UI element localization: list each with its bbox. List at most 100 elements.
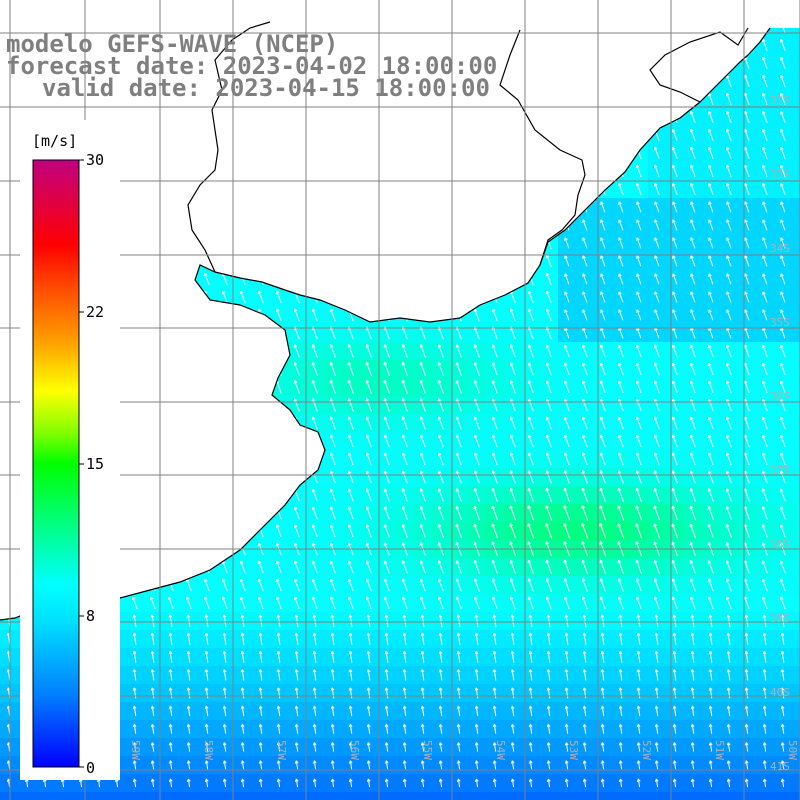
wind-cell (792, 684, 800, 703)
wind-arrow (726, 255, 732, 267)
wind-arrow (456, 778, 461, 788)
wind-arrow (365, 470, 372, 484)
wind-arrow (671, 344, 678, 358)
wind-arrow (762, 650, 767, 663)
wind-arrow (600, 201, 606, 213)
wind-cell (792, 702, 800, 721)
wind-arrow (257, 578, 264, 592)
wind-arrow (456, 742, 461, 752)
wind-arrow (258, 705, 263, 717)
wind-arrow (168, 742, 173, 752)
wind-arrow (420, 650, 425, 663)
wind-arrow (528, 742, 533, 752)
wind-arrow (690, 632, 695, 646)
wind-arrow (168, 614, 173, 628)
wind-arrow (762, 309, 768, 321)
wind-arrow (582, 219, 588, 231)
wind-arrow (456, 723, 461, 734)
wind-cell (792, 306, 800, 325)
wind-arrow (474, 705, 479, 717)
wind-cell (792, 630, 800, 649)
wind-arrow (617, 380, 624, 394)
wind-arrow (437, 416, 444, 430)
wind-arrow (600, 669, 605, 681)
wind-arrow (635, 182, 642, 196)
wind-arrow (329, 434, 336, 448)
wind-cell (792, 450, 800, 469)
wind-arrow (762, 778, 767, 788)
wind-arrow (653, 487, 660, 502)
wind-cell (792, 252, 800, 271)
wind-arrow (419, 470, 426, 484)
wind-cell (792, 666, 800, 685)
wind-arrow (672, 778, 677, 788)
wind-arrow (726, 650, 731, 663)
wind-arrow (708, 309, 714, 321)
wind-arrow (222, 614, 227, 628)
wind-arrow (401, 470, 408, 484)
wind-arrow (618, 614, 623, 628)
wind-arrow (276, 723, 281, 734)
wind-arrow (401, 416, 408, 430)
wind-arrow (240, 650, 245, 663)
wind-arrow (564, 650, 569, 663)
wind-arrow (329, 596, 336, 610)
wind-arrow (437, 362, 444, 376)
wind-arrow (653, 398, 660, 412)
wind-arrow (564, 614, 569, 628)
wind-arrow (402, 614, 407, 628)
wind-arrow (690, 650, 695, 663)
wind-arrow (275, 524, 282, 538)
wind-arrow (239, 560, 246, 574)
latitude-label: 34S (770, 242, 790, 255)
wind-arrow (726, 309, 732, 321)
wind-arrow (654, 201, 660, 213)
wind-arrow (617, 434, 624, 448)
wind-arrow (329, 361, 336, 376)
wind-arrow (779, 452, 786, 466)
wind-arrow (347, 398, 354, 412)
wind-arrow (654, 723, 659, 734)
wind-arrow (779, 596, 786, 610)
wind-arrow (600, 778, 605, 788)
wind-cell (792, 36, 800, 55)
wind-arrow (455, 398, 462, 412)
wind-arrow (510, 760, 515, 770)
wind-arrow (582, 723, 587, 734)
wind-arrow (690, 219, 696, 231)
wind-arrow (618, 632, 623, 646)
border-uruguay-brazil (499, 29, 586, 266)
wind-arrow (671, 596, 678, 610)
wind-arrow (509, 470, 516, 484)
wind-arrow (168, 669, 173, 681)
wind-arrow (491, 380, 498, 394)
wind-arrow (779, 146, 786, 159)
wind-arrow (564, 273, 570, 285)
wind-arrow (492, 705, 497, 717)
wind-arrow (420, 723, 425, 734)
wind-arrow (527, 416, 534, 430)
wind-arrow (240, 614, 245, 628)
wind-arrow (473, 380, 480, 394)
wind-arrow (779, 398, 786, 412)
wind-arrow (455, 578, 462, 592)
wind-arrow (780, 237, 786, 249)
wind-arrow (402, 650, 407, 663)
wind-arrow (221, 290, 228, 304)
wind-arrow (744, 201, 750, 213)
wind-arrow (365, 452, 372, 466)
wind-cell (792, 792, 800, 800)
wind-arrow (437, 344, 444, 358)
wind-arrow (582, 614, 587, 628)
wind-arrow (186, 723, 191, 734)
wind-arrow (239, 596, 246, 610)
wind-arrow (204, 778, 209, 788)
wind-arrow (581, 578, 588, 592)
wind-arrow (527, 505, 535, 521)
wind-arrow (365, 416, 372, 430)
wind-arrow (780, 760, 785, 770)
wind-arrow (293, 596, 300, 610)
wind-arrow (150, 760, 155, 770)
wind-arrow (366, 669, 371, 681)
wind-arrow (582, 309, 588, 321)
